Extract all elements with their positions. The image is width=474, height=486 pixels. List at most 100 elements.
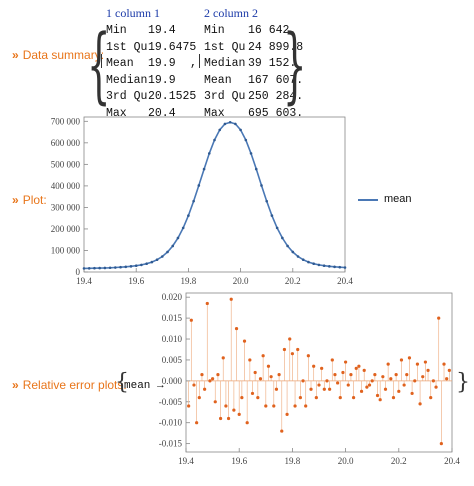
- error-point: [296, 347, 300, 352]
- data-point: [291, 250, 295, 254]
- data-point: [322, 264, 326, 268]
- error-y-tick-label: 0.020: [162, 292, 183, 302]
- y-tick-label: 0: [76, 267, 81, 277]
- chevron-right-icon: »: [12, 193, 19, 207]
- data-point: [328, 265, 331, 268]
- error-y-tick-label: 0.005: [162, 355, 183, 365]
- error-point: [213, 400, 217, 404]
- left-brace: {: [87, 18, 111, 113]
- error-point: [264, 404, 268, 408]
- data-point: [87, 267, 91, 270]
- data-point: [98, 266, 101, 270]
- error-point: [370, 379, 374, 383]
- data-point: [145, 262, 148, 266]
- error-point: [232, 408, 236, 412]
- error-right-brace: }: [456, 370, 470, 395]
- y-tick-label: 200 000: [51, 224, 81, 234]
- median-brace-left: [199, 54, 204, 68]
- error-point: [437, 316, 441, 320]
- error-point: [290, 352, 294, 356]
- error-point: [351, 396, 356, 400]
- error-point: [367, 383, 372, 387]
- error-point: [218, 416, 223, 421]
- stat-value: 19.9: [148, 73, 176, 87]
- data-point: [275, 226, 279, 230]
- x-tick-label: 20.0: [233, 276, 249, 286]
- data-point: [343, 266, 347, 269]
- error-point: [349, 372, 353, 377]
- legend-swatch: [358, 199, 378, 201]
- error-point: [402, 383, 406, 387]
- error-point: [445, 377, 449, 381]
- error-point: [407, 356, 412, 360]
- y-tick-label: 100 000: [51, 245, 81, 255]
- error-point: [234, 326, 239, 331]
- error-point: [394, 372, 398, 377]
- error-y-tick-label: -0.005: [159, 397, 183, 407]
- data-point: [218, 128, 222, 132]
- error-left-brace: {: [115, 370, 129, 395]
- stat-name: Mean: [106, 57, 134, 70]
- error-point: [413, 379, 417, 383]
- error-point: [240, 396, 244, 400]
- error-point: [272, 404, 276, 408]
- error-point: [346, 383, 350, 387]
- error-point: [325, 379, 329, 383]
- error-point: [354, 366, 358, 370]
- y-tick-label: 600 000: [51, 138, 81, 148]
- data-point: [82, 267, 86, 270]
- error-point: [405, 372, 409, 377]
- data-point: [140, 263, 143, 267]
- data-point: [228, 120, 232, 124]
- stat-value: 250 284.: [248, 90, 304, 103]
- error-point: [211, 377, 215, 381]
- data-point: [202, 167, 206, 171]
- data-point: [307, 260, 310, 264]
- error-point: [269, 375, 273, 379]
- data-point: [93, 266, 96, 270]
- data-summary-label: » Data summary:: [12, 48, 105, 62]
- error-y-tick-label: -0.015: [159, 439, 183, 449]
- x-tick-label: 19.8: [181, 276, 197, 286]
- data-point: [260, 184, 263, 187]
- error-point: [253, 370, 257, 375]
- arrow-right-icon: →: [157, 380, 164, 392]
- data-point: [301, 258, 305, 262]
- data-point: [187, 214, 190, 217]
- error-point: [245, 421, 249, 425]
- data-point: [171, 244, 175, 248]
- error-plot-frame: [185, 292, 453, 453]
- stat-value: 167 607.: [248, 73, 304, 87]
- error-point: [344, 360, 348, 364]
- data-point: [197, 184, 201, 187]
- data-point: [119, 265, 122, 269]
- error-point: [429, 396, 433, 400]
- error-point: [187, 404, 191, 408]
- error-point: [216, 372, 220, 377]
- data-point: [155, 258, 159, 262]
- error-point: [389, 377, 393, 381]
- mean-brace-left: [101, 54, 106, 68]
- error-point: [306, 354, 310, 358]
- error-point: [298, 396, 302, 400]
- error-point: [423, 360, 427, 364]
- data-point: [249, 152, 253, 155]
- error-point: [397, 389, 401, 393]
- error-point: [266, 364, 271, 368]
- error-point: [250, 391, 255, 396]
- error-point: [314, 396, 318, 400]
- error-point: [381, 375, 385, 379]
- y-tick-label: 500 000: [51, 159, 81, 169]
- error-x-tick-label: 20.0: [338, 456, 354, 466]
- plot-frame: [83, 116, 346, 273]
- stat-name: 1st Qu: [106, 40, 148, 54]
- legend-label-mean: mean: [384, 193, 412, 205]
- error-y-tick-label: 0.000: [162, 376, 183, 386]
- error-point: [322, 387, 326, 391]
- error-point: [317, 383, 321, 387]
- error-point: [328, 387, 332, 391]
- stat-name: Min: [204, 24, 225, 37]
- stat-name: 3rd Qu: [204, 90, 246, 103]
- data-point: [213, 138, 216, 142]
- right-brace: }: [283, 18, 307, 113]
